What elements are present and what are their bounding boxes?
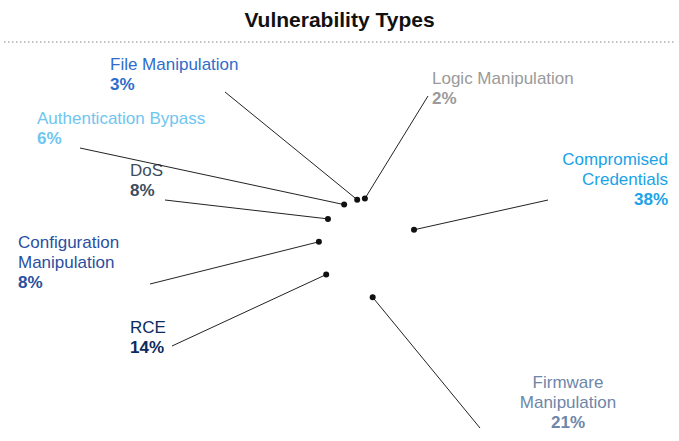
category-label-line: Configuration: [18, 233, 119, 252]
data-label: 14%: [130, 338, 164, 357]
leader-dot: [341, 202, 347, 208]
labels: CompromisedCredentials38%FirmwareManipul…: [18, 55, 668, 432]
data-label: 2%: [432, 89, 457, 108]
category-label: File Manipulation: [110, 55, 239, 74]
data-label: 21%: [551, 413, 585, 432]
leader-dot: [325, 216, 331, 222]
category-label: Logic Manipulation: [432, 69, 574, 88]
category-label-line: Compromised: [562, 150, 668, 169]
category-label-line: File Manipulation: [110, 55, 239, 74]
data-label: 8%: [18, 273, 43, 292]
data-label: 3%: [110, 75, 135, 94]
pie: [203, 83, 533, 413]
separator: [4, 41, 675, 42]
category-label: ConfigurationManipulation: [18, 233, 119, 272]
slice: [263, 91, 368, 248]
data-label: 8%: [130, 181, 155, 200]
leader-dot: [316, 239, 322, 245]
leader-dot: [354, 197, 360, 203]
leader-line: [225, 92, 357, 200]
category-label: DoS: [130, 161, 163, 180]
chart: Vulnerability Types CompromisedCredential…: [0, 0, 679, 441]
category-label: CompromisedCredentials: [562, 150, 668, 189]
category-label: RCE: [130, 318, 166, 337]
leader-line: [165, 200, 328, 219]
category-label-line: Firmware: [533, 373, 604, 392]
leader-line: [172, 275, 326, 346]
slice: [215, 121, 368, 248]
leader-line: [414, 200, 548, 230]
slice: [203, 187, 368, 268]
slice: [204, 248, 368, 387]
category-label: FirmwareManipulation: [520, 373, 616, 412]
slice: [347, 83, 368, 248]
slice: [280, 248, 481, 413]
data-label: 38%: [634, 190, 668, 209]
leader-line: [365, 96, 428, 199]
category-label-line: Manipulation: [18, 253, 114, 272]
category-label-line: DoS: [130, 161, 163, 180]
category-label-line: Authentication Bypass: [37, 109, 205, 128]
title: Vulnerability Types: [244, 8, 434, 31]
leader-dot: [362, 196, 368, 202]
category-label-line: Credentials: [582, 170, 668, 189]
leader-dot: [411, 227, 417, 233]
leader-dot: [323, 272, 329, 278]
category-label-line: Manipulation: [520, 393, 616, 412]
leader-line: [150, 242, 319, 284]
leader-dot: [370, 294, 376, 300]
slice: [368, 83, 533, 368]
data-label: 6%: [37, 129, 62, 148]
category-label-line: Logic Manipulation: [432, 69, 574, 88]
leader-line: [373, 297, 480, 428]
category-label-line: RCE: [130, 318, 166, 337]
slice: [317, 84, 368, 248]
category-label: Authentication Bypass: [37, 109, 205, 128]
